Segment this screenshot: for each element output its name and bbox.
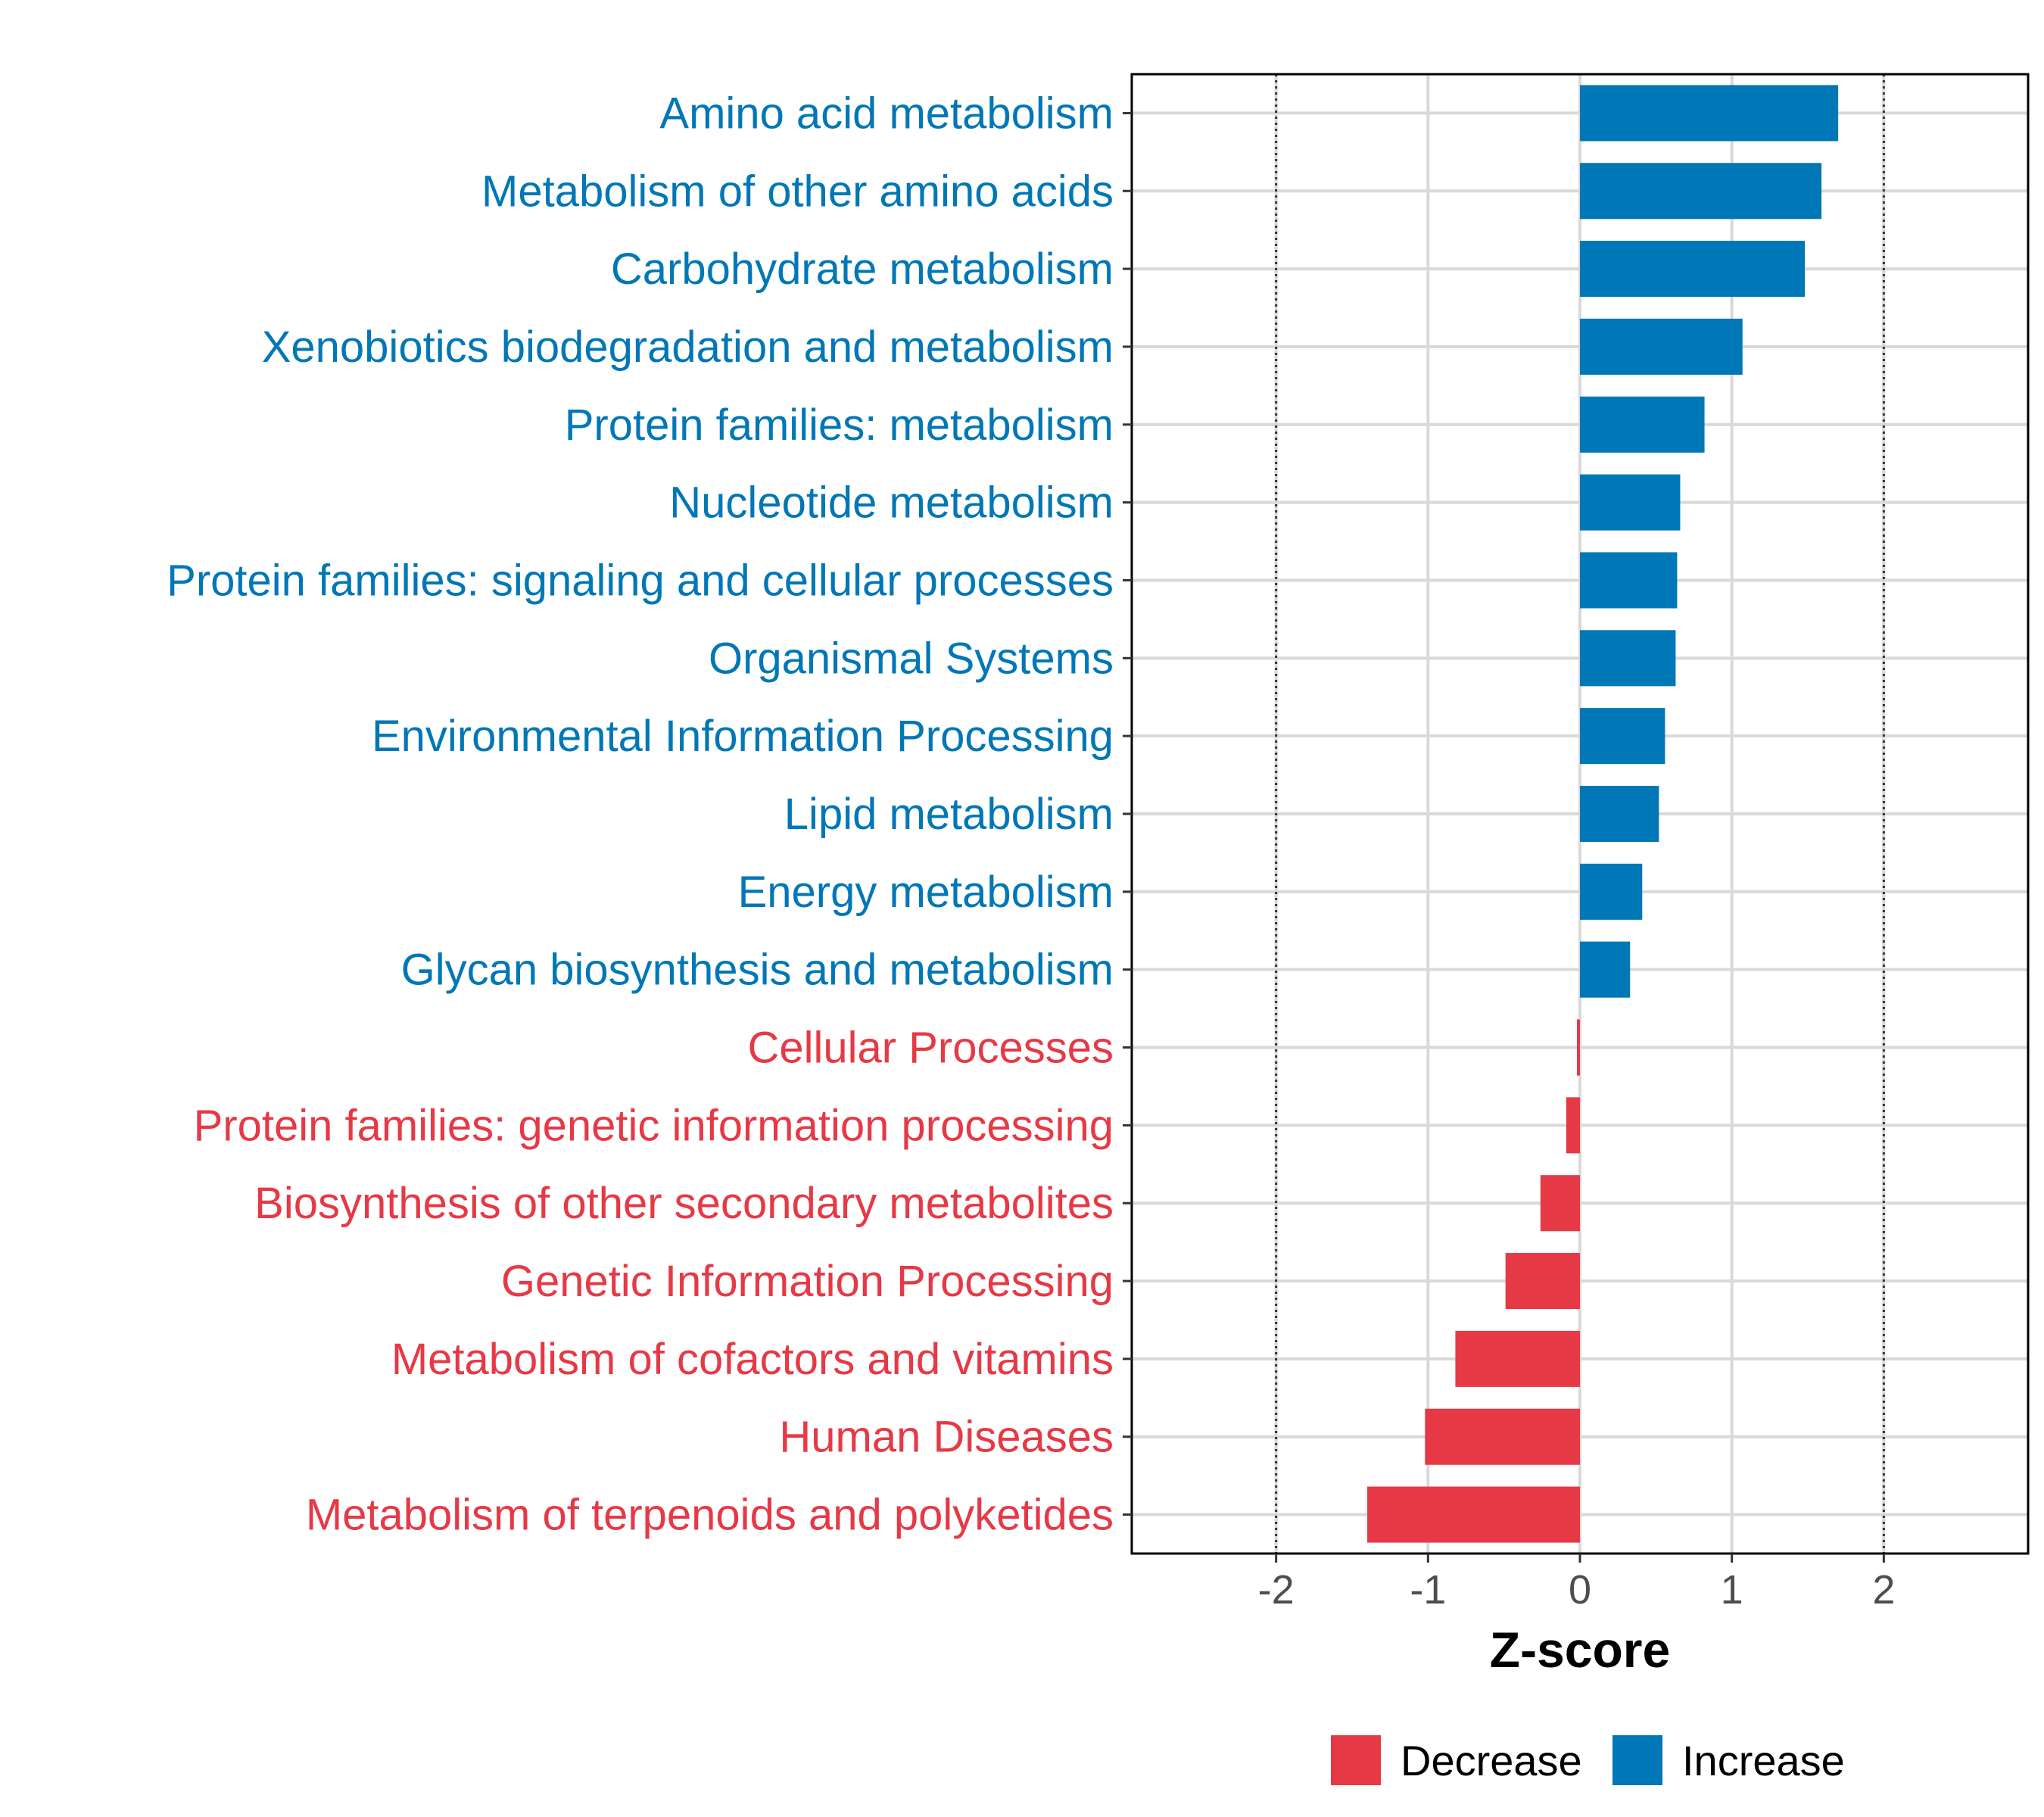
x-tick-label: 1 (1721, 1567, 1743, 1613)
category-label: Metabolism of other amino acids (481, 167, 1114, 216)
category-label: Human Diseases (779, 1413, 1114, 1462)
category-label: Metabolism of terpenoids and polyketides (306, 1491, 1114, 1540)
bar-layer (1367, 85, 1839, 1543)
x-tick-label: 2 (1872, 1567, 1895, 1613)
bar (1580, 785, 1659, 843)
bar (1580, 241, 1806, 298)
x-tick-labels: -2 -1 0 1 2 (1258, 1567, 1896, 1613)
bar (1580, 85, 1839, 142)
y-axis-ticks (1123, 111, 1132, 1516)
bar (1580, 396, 1705, 453)
reference-lines (1275, 74, 1885, 1554)
legend-label-decrease: Decrease (1401, 1737, 1582, 1784)
bar (1367, 1486, 1580, 1543)
legend-label-increase: Increase (1682, 1737, 1845, 1784)
bar (1580, 474, 1681, 531)
category-label: Cellular Processes (747, 1024, 1114, 1073)
bar (1580, 708, 1665, 765)
bar (1566, 1097, 1580, 1154)
legend-swatch-increase (1612, 1735, 1662, 1785)
category-label: Metabolism of cofactors and vitamins (391, 1335, 1114, 1384)
bar (1576, 1019, 1580, 1076)
category-label: Glycan biosynthesis and metabolism (401, 946, 1114, 995)
category-labels: Amino acid metabolism Metabolism of other… (167, 89, 1114, 1539)
x-axis-ticks (1275, 1554, 1885, 1563)
x-axis-title: Z-score (1490, 1622, 1670, 1678)
category-label: Protein families: genetic information pr… (194, 1101, 1114, 1150)
category-label: Protein families: metabolism (565, 400, 1114, 450)
category-label: Organismal Systems (709, 634, 1114, 683)
bar (1505, 1253, 1580, 1310)
legend-swatch-decrease (1331, 1735, 1381, 1785)
bar (1580, 318, 1743, 375)
legend: Decrease Increase (1331, 1735, 1845, 1785)
bar (1580, 163, 1822, 220)
category-label: Genetic Information Processing (501, 1257, 1114, 1306)
category-label: Carbohydrate metabolism (611, 245, 1114, 294)
x-tick-label: 0 (1569, 1567, 1591, 1613)
category-label: Biosynthesis of other secondary metaboli… (254, 1179, 1114, 1228)
category-label: Environmental Information Processing (372, 712, 1114, 761)
bar (1580, 552, 1678, 609)
category-label: Protein families: signaling and cellular… (167, 556, 1114, 605)
x-tick-label: -1 (1410, 1567, 1446, 1613)
category-label: Xenobiotics biodegradation and metabolis… (262, 323, 1114, 372)
bar (1580, 863, 1643, 920)
bar (1580, 630, 1676, 687)
x-tick-label: -2 (1258, 1567, 1295, 1613)
bar (1540, 1175, 1580, 1232)
bar (1425, 1408, 1580, 1465)
bar (1455, 1330, 1580, 1387)
bar (1580, 941, 1631, 998)
category-label: Nucleotide metabolism (669, 478, 1114, 528)
category-label: Lipid metabolism (784, 790, 1114, 839)
category-label: Energy metabolism (738, 868, 1114, 917)
category-label: Amino acid metabolism (659, 89, 1114, 138)
